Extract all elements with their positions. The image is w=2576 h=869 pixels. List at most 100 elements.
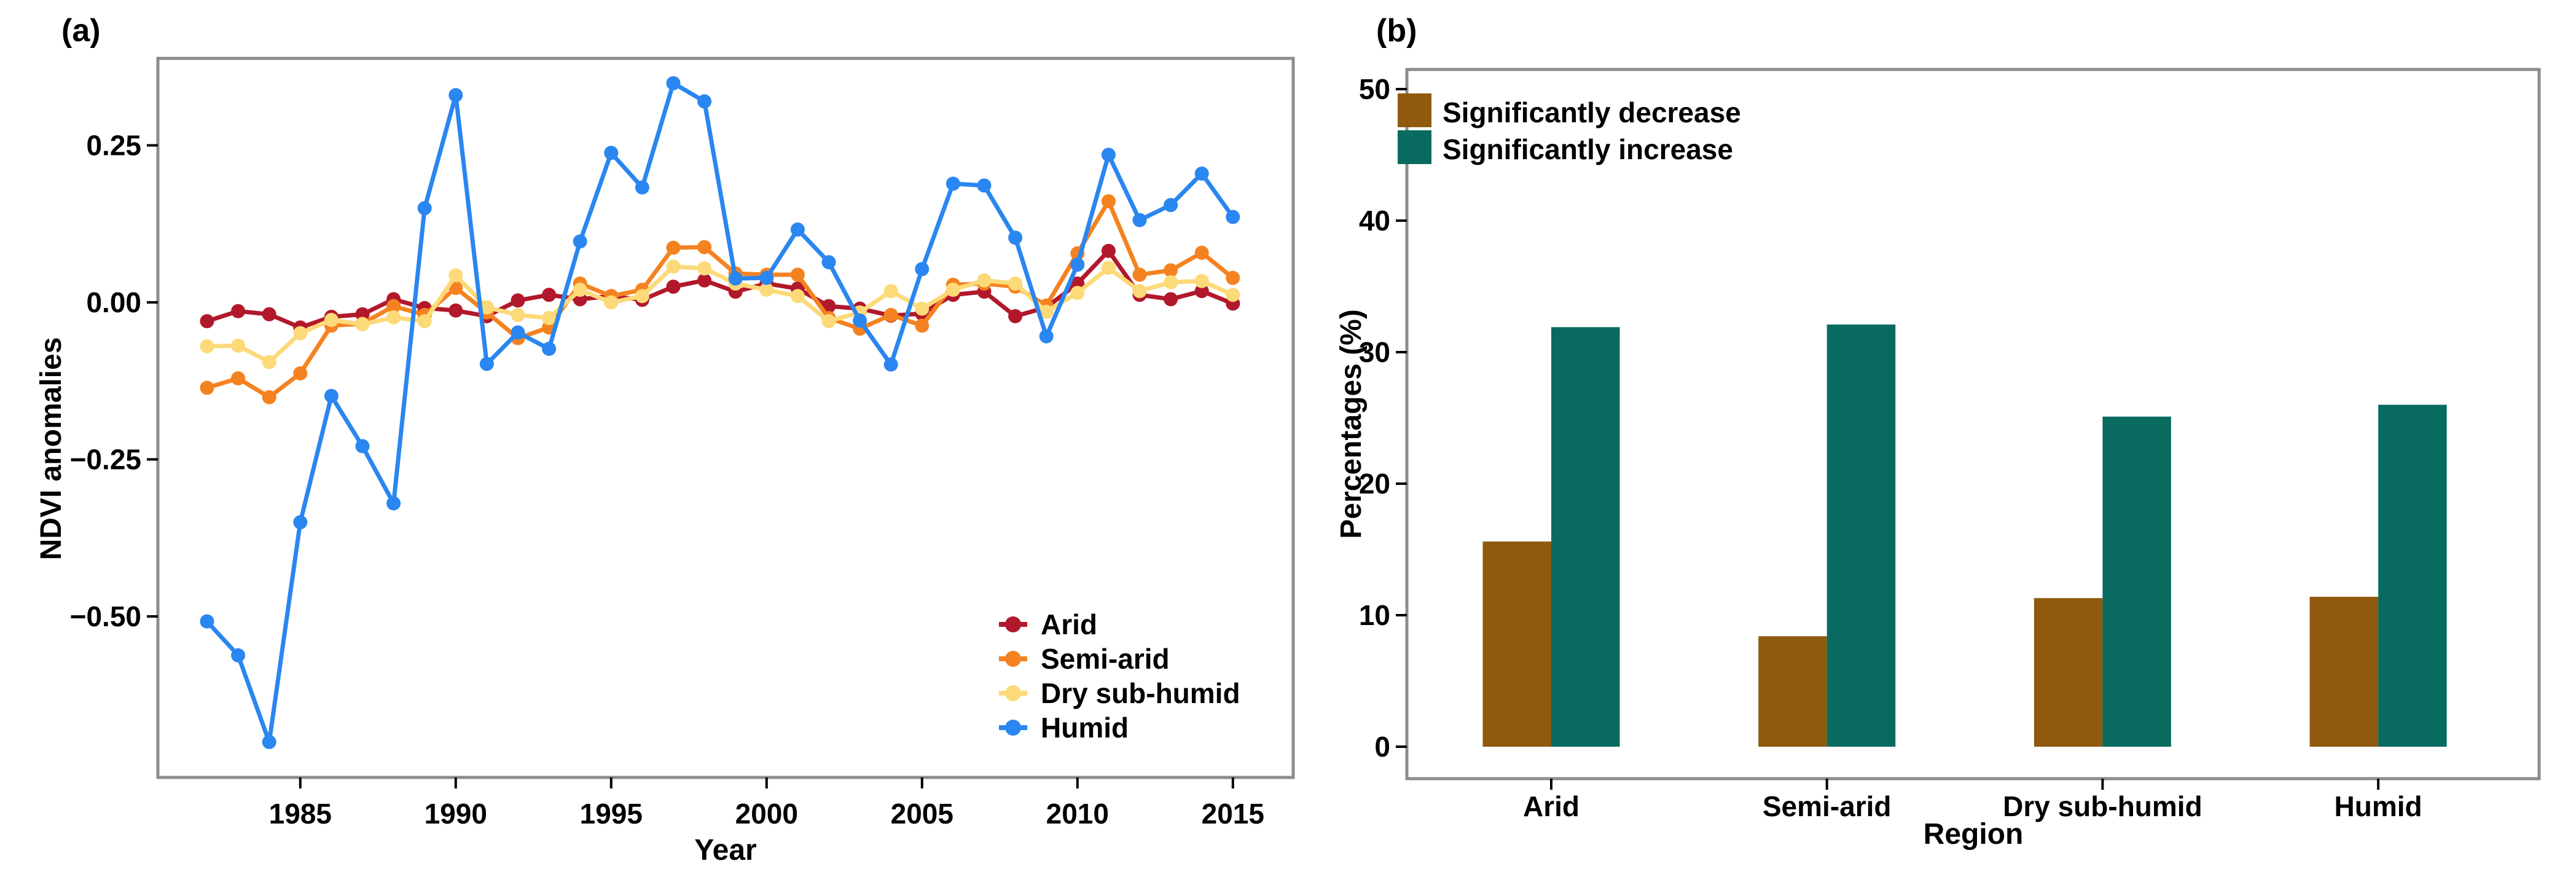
data-point (666, 279, 681, 294)
panel-b-y-tick-label: 30 (1359, 336, 1390, 368)
data-point (542, 342, 557, 356)
data-point (1164, 263, 1178, 278)
data-point (666, 76, 681, 90)
legend-key-box (1398, 93, 1431, 127)
data-point (231, 339, 246, 353)
data-point (417, 201, 432, 216)
legend-key-box (1398, 130, 1431, 164)
data-point (448, 88, 463, 103)
data-point (200, 380, 214, 395)
panel-b-y-tick-label: 0 (1374, 731, 1390, 763)
data-point (1226, 270, 1240, 285)
panel-b-x-tick-label: Humid (2335, 790, 2422, 822)
data-point (883, 307, 898, 322)
data-point (200, 614, 214, 629)
legend-a-item-humid: Humid (999, 712, 1129, 744)
data-point (604, 295, 619, 310)
bar-group-humid (2309, 404, 2447, 747)
data-point (231, 304, 246, 318)
series-line (205, 199, 1235, 399)
data-point (511, 307, 525, 322)
data-point (1039, 304, 1054, 319)
bar-group-dry-sub-humid (2034, 416, 2171, 747)
data-point (821, 314, 836, 329)
bar-increase (1551, 327, 1620, 747)
data-point (417, 314, 432, 329)
data-point (293, 326, 308, 340)
legend-b-item-decrease: Significantly decrease (1398, 93, 1741, 128)
data-point (883, 357, 898, 372)
data-point (542, 311, 557, 326)
data-point (479, 356, 494, 371)
legend-label: Significantly increase (1443, 133, 1733, 165)
data-point (1194, 273, 1209, 288)
bar-group-arid (1482, 327, 1620, 747)
data-point (635, 289, 649, 304)
data-point (1194, 166, 1209, 181)
chart-b: 0 10 20 30 40 50 Arid Semi-arid Dry sub-humid Hum… (1359, 68, 2541, 822)
data-point (604, 146, 619, 160)
data-point (1070, 258, 1085, 272)
panel-a-frame (156, 57, 1295, 779)
data-point (1101, 147, 1116, 162)
data-point (697, 240, 712, 254)
data-point (728, 271, 743, 286)
panel-b-y-tick-label: 50 (1359, 73, 1390, 105)
data-point (511, 325, 525, 340)
legend-key-dot (1005, 685, 1021, 701)
legend-label: Semi-arid (1041, 643, 1170, 675)
panel-b-label: (b) (1376, 13, 1417, 49)
data-point (324, 313, 339, 328)
data-point (386, 496, 401, 511)
legend-a-item-arid: Arid (999, 608, 1097, 640)
panel-a-x-tick-label: 1990 (425, 798, 487, 830)
data-point (697, 273, 712, 288)
legend-key-dot (1005, 651, 1021, 667)
data-point (915, 318, 930, 333)
data-point (511, 293, 525, 308)
legend-key-dot (1005, 616, 1021, 632)
panel-a-x-tick-label: 2010 (1046, 798, 1109, 830)
series-line (205, 81, 1235, 744)
data-point (697, 94, 712, 109)
legend-label: Arid (1041, 608, 1097, 640)
data-point (355, 439, 370, 454)
bar-decrease (1482, 541, 1551, 747)
data-point (666, 240, 681, 255)
panel-b-y-tick-label: 20 (1359, 468, 1390, 500)
data-point (666, 259, 681, 274)
data-point (1226, 288, 1240, 302)
data-point (883, 284, 898, 299)
data-point (573, 234, 587, 249)
data-point (1101, 243, 1116, 258)
data-point (200, 314, 214, 329)
panel-b-x-tick-label: Semi-arid (1763, 790, 1892, 822)
data-point (262, 355, 276, 369)
data-point (448, 303, 463, 318)
data-point (1164, 275, 1178, 289)
bar-increase (2102, 416, 2171, 747)
panel-b-x-axis-title: Region (1923, 818, 2024, 851)
data-point (1164, 198, 1178, 213)
legend-b: Significantly decrease Significantly incr… (1398, 93, 1741, 165)
data-point (697, 261, 712, 276)
data-point (759, 270, 774, 285)
panel-a-x-tick-label: 2000 (735, 798, 798, 830)
data-point (821, 255, 836, 270)
data-point (293, 515, 308, 530)
data-point (1070, 286, 1085, 301)
legend-a-item-dry-sub-humid: Dry sub-humid (999, 677, 1240, 709)
bar-decrease (1758, 636, 1827, 747)
panel-a-x-tick-label: 2015 (1202, 798, 1264, 830)
data-point (386, 299, 401, 313)
data-point (293, 366, 308, 380)
panel-a-y-axis-title: NDVI anomalies (35, 337, 68, 560)
panel-b-x-tick-label: Arid (1523, 790, 1580, 822)
data-point (977, 273, 992, 288)
data-point (1101, 261, 1116, 275)
data-point (1194, 284, 1209, 299)
bar-decrease (2309, 597, 2379, 747)
